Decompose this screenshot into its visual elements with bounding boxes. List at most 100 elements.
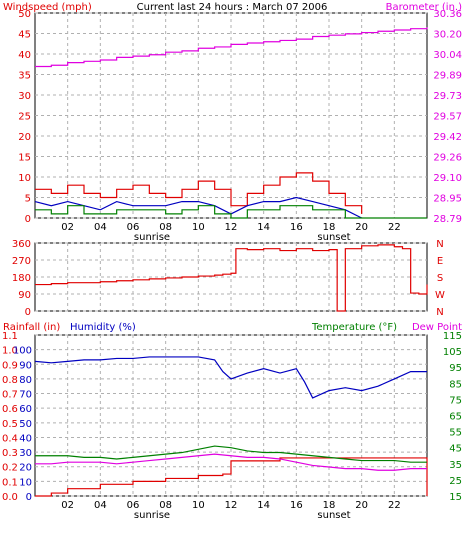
rainfall-tick-label: 0.8 [2, 375, 18, 386]
dewpoint-axis-title: Dew Point [412, 322, 462, 333]
temperature-tick-label: 115 [443, 331, 462, 342]
rainfall-tick-label: 0.2 [2, 463, 18, 474]
direction-tick-label: 270 [12, 256, 31, 267]
rainfall-tick-label: 0.5 [2, 419, 18, 430]
humidity-tick-label: 70 [19, 390, 32, 401]
x-tick-label: 10 [192, 222, 205, 233]
windspeed-tick-label: 35 [18, 71, 31, 82]
temperature-tick-label: 15 [449, 492, 462, 503]
temperature-tick-label: 95 [449, 363, 462, 374]
windspeed-gust-series [35, 172, 363, 214]
rainfall-axis-title: Rainfall (in) [3, 322, 60, 333]
x-tick-label: 04 [94, 222, 107, 233]
rainfall-tick-label: 0.3 [2, 448, 18, 459]
rainfall-tick-label: 0.9 [2, 360, 18, 371]
x-tick-label: 22 [388, 222, 401, 233]
x-tick-label: 10 [192, 500, 205, 511]
axis-tick-labels: 02 04 06 08 10 12 14 16 18 20 22 02 04 06 08 10 12 14 16 18… [2, 9, 462, 511]
wind-direction-series [35, 244, 428, 312]
humidity-tick-label: 40 [19, 433, 32, 444]
rainfall-tick-label: 0.6 [2, 404, 18, 415]
x-tick-label: 12 [225, 500, 238, 511]
barometer-tick-label: 30.36 [433, 9, 462, 20]
x-tick-label: 08 [159, 500, 172, 511]
rainfall-series [35, 457, 428, 497]
grid-lines [35, 12, 427, 497]
windspeed-tick-label: 0 [25, 214, 31, 225]
windspeed-tick-label: 10 [18, 173, 31, 184]
windspeed-tick-label: 40 [18, 50, 31, 61]
data-series [34, 27, 428, 497]
temperature-tick-label: 75 [449, 395, 462, 406]
compass-tick-label: W [435, 290, 445, 301]
windspeed-tick-label: 20 [18, 132, 31, 143]
windspeed-axis-title: Windspeed (mph) [3, 2, 92, 13]
x-tick-label: 18 [323, 500, 336, 511]
barometer-tick-label: 29.10 [433, 173, 462, 184]
temperature-tick-label: 35 [449, 460, 462, 471]
x-tick-label: 16 [290, 222, 303, 233]
windspeed-average-series [34, 196, 362, 219]
x-tick-label: 20 [355, 222, 368, 233]
direction-tick-label: 360 [12, 239, 31, 250]
x-tick-label: 18 [323, 222, 336, 233]
humidity-tick-label: 60 [19, 404, 32, 415]
barometer-tick-label: 29.73 [433, 91, 462, 102]
barometer-tick-label: 29.89 [433, 71, 462, 82]
x-tick-label: 02 [61, 500, 74, 511]
x-tick-label: 08 [159, 222, 172, 233]
x-tick-label: 04 [94, 500, 107, 511]
barometer-tick-label: 30.20 [433, 30, 462, 41]
humidity-tick-label: 100 [13, 346, 32, 357]
sunrise-label-1: sunrise [134, 232, 170, 243]
barometer-tick-label: 29.57 [433, 112, 462, 123]
x-tick-label: 14 [257, 500, 270, 511]
chart-title: Current last 24 hours : March 07 2006 [137, 2, 328, 13]
rainfall-tick-label: 0.0 [2, 492, 18, 503]
compass-tick-label: E [437, 256, 443, 267]
barometer-tick-label: 28.95 [433, 194, 462, 205]
temperature-series [35, 445, 427, 463]
x-tick-label: 20 [355, 500, 368, 511]
barometer-tick-label: 28.79 [433, 214, 462, 225]
rainfall-tick-label: 0.1 [2, 477, 18, 488]
humidity-tick-label: 90 [19, 360, 32, 371]
humidity-tick-label: 80 [19, 375, 32, 386]
temperature-axis-title: Temperature (°F) [311, 322, 397, 333]
x-tick-label: 22 [388, 500, 401, 511]
compass-tick-label: N [436, 239, 443, 250]
humidity-tick-label: 50 [19, 419, 32, 430]
humidity-tick-label: 30 [19, 448, 32, 459]
humidity-axis-title: Humidity (%) [70, 322, 136, 333]
x-tick-label: 02 [61, 222, 74, 233]
windspeed-tick-label: 45 [18, 30, 31, 41]
windspeed-tick-label: 15 [18, 153, 31, 164]
temperature-tick-label: 85 [449, 379, 462, 390]
sunrise-label-3: sunrise [134, 510, 170, 521]
temperature-tick-label: 105 [443, 347, 462, 358]
temperature-tick-label: 45 [449, 444, 462, 455]
dewpoint-series [35, 453, 427, 471]
direction-tick-label: 180 [12, 273, 31, 284]
rainfall-tick-label: 0.7 [2, 390, 18, 401]
barometer-series [35, 27, 428, 68]
temperature-tick-label: 25 [449, 476, 462, 487]
sunset-label-3: sunset [317, 510, 350, 521]
rainfall-tick-label: 1.1 [2, 331, 18, 342]
humidity-tick-label: 0 [26, 492, 32, 503]
temperature-tick-label: 65 [449, 412, 462, 423]
windspeed-tick-label: 50 [18, 9, 31, 20]
humidity-tick-label: 10 [19, 477, 32, 488]
x-tick-label: 06 [127, 500, 140, 511]
windspeed-tick-label: 30 [18, 91, 31, 102]
sunset-label-1: sunset [317, 232, 350, 243]
rainfall-tick-label: 1.0 [2, 346, 18, 357]
direction-tick-label: 90 [18, 290, 31, 301]
windspeed-series [35, 205, 427, 219]
x-tick-label: 14 [257, 222, 270, 233]
rainfall-tick-label: 0.4 [2, 433, 18, 444]
x-tick-label: 06 [127, 222, 140, 233]
x-tick-label: 16 [290, 500, 303, 511]
